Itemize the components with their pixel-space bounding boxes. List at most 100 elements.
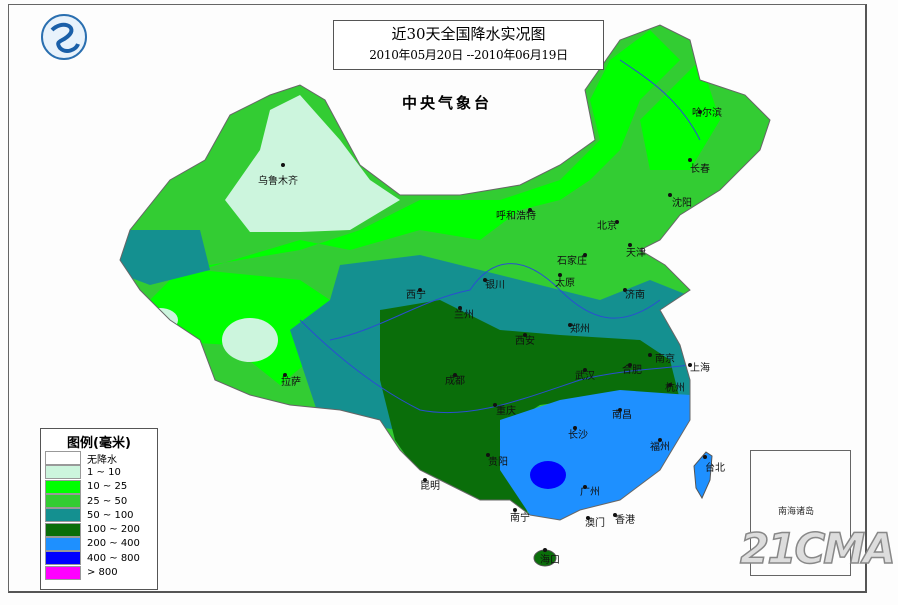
- city-label: 广州: [580, 487, 600, 498]
- rivers: [299, 59, 701, 414]
- city-marker: [483, 278, 487, 282]
- city-marker: [613, 513, 617, 517]
- city-label: 长春: [690, 164, 710, 175]
- city-marker: [586, 516, 590, 520]
- region-1-10: [225, 95, 400, 232]
- legend-item: 1 ~ 10: [45, 465, 157, 480]
- city-label: 济南: [625, 290, 645, 301]
- map-title: 近30天全国降水实况图: [391, 25, 546, 43]
- legend-item: 无降水: [45, 451, 157, 466]
- city-label: 西安: [515, 336, 535, 347]
- region-10-25: [640, 60, 720, 170]
- legend-label: 25 ~ 50: [87, 495, 128, 507]
- region-400-800: [530, 461, 566, 489]
- city-label: 北京: [597, 221, 617, 232]
- city-marker: [573, 426, 577, 430]
- legend-label: 10 ~ 25: [87, 481, 128, 493]
- city-label: 香港: [615, 515, 635, 526]
- title-box: 近30天全国降水实况图 2010年05月20日 --2010年06月19日: [333, 20, 604, 70]
- legend-item: 200 ~ 400: [45, 536, 157, 551]
- city-marker: [583, 253, 587, 257]
- legend-swatch: [45, 522, 81, 537]
- legend: 图例(毫米) 无降水 1 ~ 10 10 ~ 25 25 ~ 50 50 ~ 100 10…: [40, 428, 158, 590]
- city-marker: [688, 158, 692, 162]
- city-label: 兰州: [454, 310, 474, 321]
- city-marker: [623, 288, 627, 292]
- city-marker: [698, 110, 702, 114]
- legend-item: 10 ~ 25: [45, 479, 157, 494]
- city-marker: [618, 408, 622, 412]
- city-label: 成都: [445, 376, 465, 387]
- city-marker: [568, 323, 572, 327]
- legend-swatch: [45, 536, 81, 551]
- region-10-25: [150, 30, 680, 385]
- legend-title: 图例(毫米): [67, 436, 131, 451]
- taiwan: [693, 451, 713, 500]
- cma-logo: [40, 12, 88, 62]
- watermark: 21CMA: [739, 524, 896, 574]
- legend-label: 400 ~ 800: [87, 552, 140, 564]
- legend-label: 无降水: [87, 454, 117, 466]
- legend-label: 200 ~ 400: [87, 538, 140, 550]
- city-marker: [668, 193, 672, 197]
- legend-swatch: [45, 494, 81, 509]
- city-marker: [283, 373, 287, 377]
- city-marker: [281, 163, 285, 167]
- city-label: 上海: [690, 363, 710, 374]
- city-label: 合肥: [622, 365, 642, 376]
- city-label: 太原: [555, 278, 575, 289]
- legend-swatch: [45, 508, 81, 523]
- city-marker: [688, 363, 692, 367]
- map-frame: [8, 4, 867, 593]
- legend-item: > 800: [45, 565, 157, 580]
- city-marker: [453, 373, 457, 377]
- date-range: 2010年05月20日 --2010年06月19日: [369, 48, 568, 62]
- city-label: 贵阳: [488, 457, 508, 468]
- city-label: 乌鲁木齐: [258, 176, 298, 187]
- south-china-sea-inset: [750, 450, 851, 576]
- legend-item: 400 ~ 800: [45, 551, 157, 566]
- legend-swatch: [45, 565, 81, 580]
- city-marker: [543, 548, 547, 552]
- city-marker: [703, 455, 707, 459]
- city-label: 澳门: [585, 518, 605, 529]
- legend-swatch: [45, 451, 81, 466]
- city-marker: [418, 288, 422, 292]
- city-marker: [528, 208, 532, 212]
- city-label: 昆明: [420, 481, 440, 492]
- city-label: 福州: [650, 442, 670, 453]
- legend-item: 100 ~ 200: [45, 522, 157, 537]
- organization: 中央气象台: [402, 94, 493, 112]
- legend-label: > 800: [87, 567, 118, 579]
- city-label: 南昌: [612, 410, 632, 421]
- city-label: 南京: [655, 354, 675, 365]
- region-1-10: [142, 308, 178, 332]
- city-marker: [583, 485, 587, 489]
- city-label: 银川: [485, 280, 505, 291]
- city-marker: [558, 273, 562, 277]
- legend-label: 50 ~ 100: [87, 509, 134, 521]
- legend-item: 25 ~ 50: [45, 494, 157, 509]
- legend-swatch: [45, 479, 81, 494]
- legend-label: 100 ~ 200: [87, 524, 140, 536]
- city-label: 天津: [626, 248, 646, 259]
- city-label: 长沙: [568, 430, 588, 441]
- legend-swatch: [45, 551, 81, 566]
- city-marker: [513, 508, 517, 512]
- city-label: 海口: [540, 555, 560, 566]
- city-marker: [628, 363, 632, 367]
- city-label: 武汉: [575, 371, 595, 382]
- city-marker: [458, 306, 462, 310]
- region-50-100: [120, 230, 210, 285]
- city-marker: [423, 478, 427, 482]
- legend-item: 50 ~ 100: [45, 508, 157, 523]
- city-label: 西宁: [406, 290, 426, 301]
- city-marker: [583, 368, 587, 372]
- region-1-10: [222, 318, 278, 362]
- city-marker: [658, 438, 662, 442]
- inset-label: 南海诸岛: [778, 507, 815, 517]
- city-marker: [648, 353, 652, 357]
- city-label: 沈阳: [672, 198, 692, 209]
